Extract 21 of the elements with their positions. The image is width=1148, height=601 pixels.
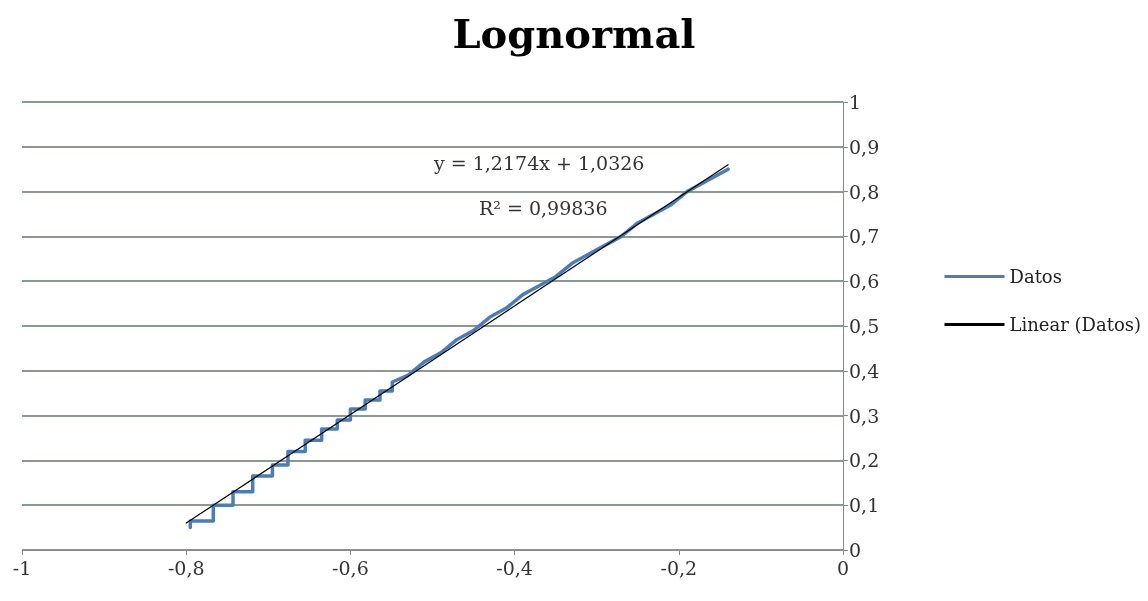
x-tick-label: -0,8 bbox=[167, 556, 205, 579]
y-tick-label: 1 bbox=[849, 91, 862, 113]
x-tick-label: -0,6 bbox=[332, 556, 369, 579]
chart-title: Lognormal bbox=[452, 9, 696, 57]
annotation: R² = 0,99836 bbox=[479, 196, 608, 219]
x-tick-label: -0,4 bbox=[496, 556, 533, 579]
y-tick-label: 0,9 bbox=[849, 135, 880, 158]
y-tick-label: 0,6 bbox=[849, 270, 880, 293]
x-tick-label: -0,2 bbox=[660, 556, 698, 579]
y-tick-label: 0 bbox=[849, 539, 862, 561]
legend-label: Linear (Datos) bbox=[1009, 314, 1141, 335]
x-tick-label: -1 bbox=[12, 556, 32, 579]
y-tick-label: 0,1 bbox=[849, 494, 880, 517]
y-tick-label: 0,2 bbox=[849, 449, 880, 472]
y-tick-label: 0,8 bbox=[849, 180, 880, 203]
y-tick-label: 0,3 bbox=[849, 404, 880, 427]
y-tick-label: 0,7 bbox=[849, 225, 880, 248]
y-tick-label: 0,4 bbox=[849, 359, 880, 382]
y-tick-label: 0,5 bbox=[849, 315, 880, 337]
legend-label: Datos bbox=[1009, 266, 1062, 287]
annotation: y = 1,2174x + 1,0326 bbox=[433, 151, 645, 174]
